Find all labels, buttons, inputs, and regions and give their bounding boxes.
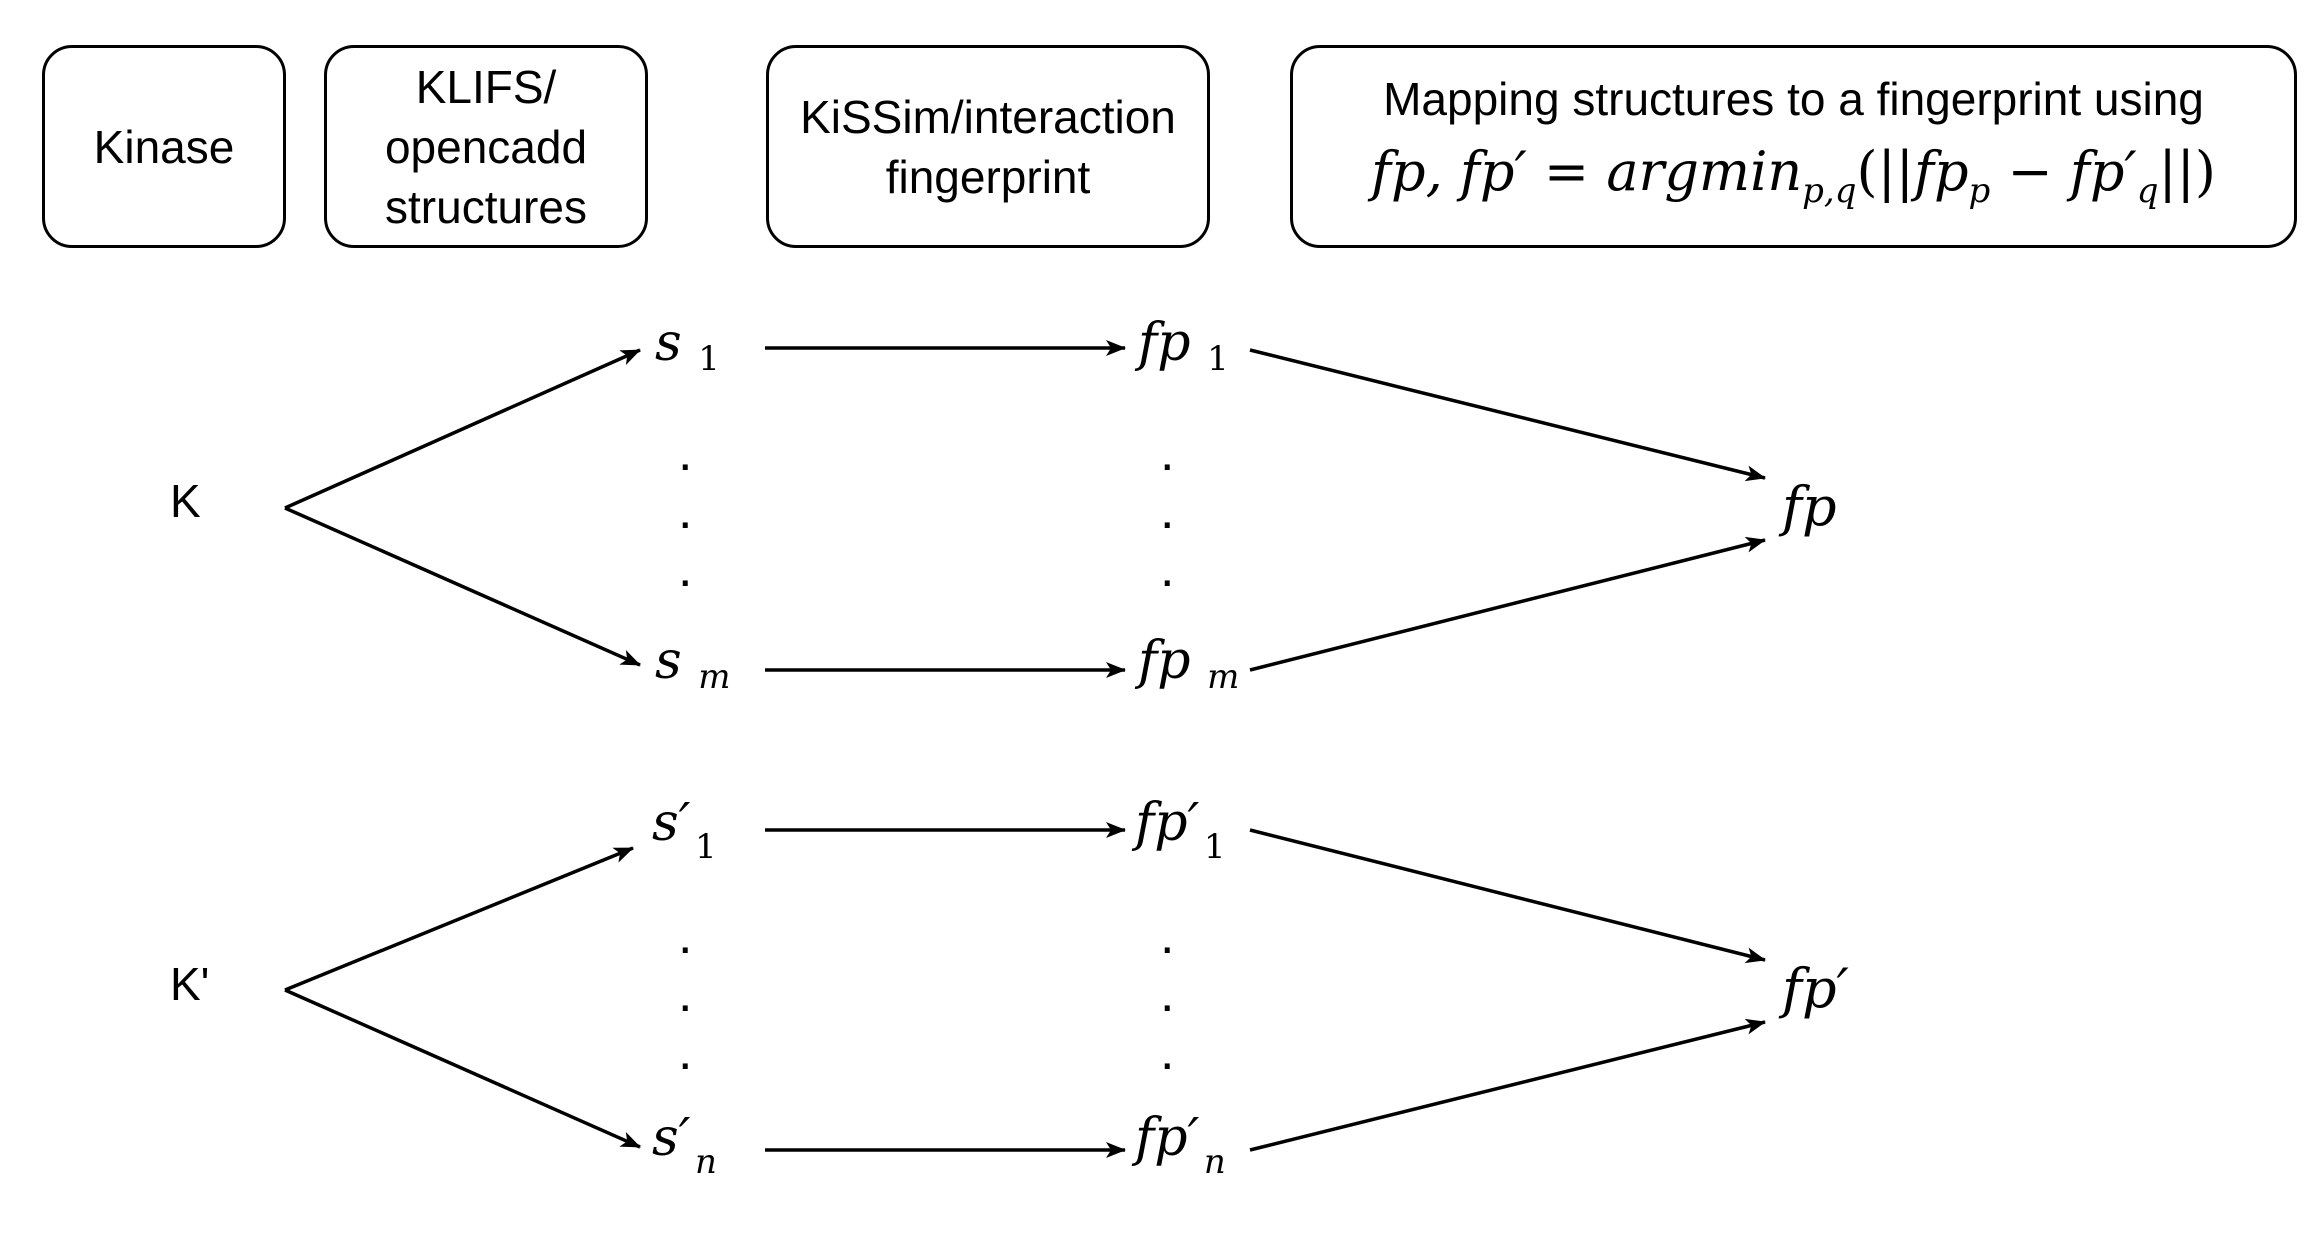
ellipsis-dot: . [1160,1023,1174,1081]
selected-fingerprint-fp-prime: fp′ [1778,957,1849,1020]
structure-sm-base: s [655,631,682,691]
fingerprint-fpm-sub: m [1207,657,1239,697]
fingerprint-ellipsis-b: . . . [1160,907,1174,1081]
fingerprint-fp1: fp 1 [1134,313,1229,379]
structure-s1-prime-base: s′ [652,793,691,853]
ellipsis-dot: . [1160,482,1174,540]
fingerprint-fpm: fp m [1134,631,1239,697]
selected-fingerprint-fp: fp [1778,475,1837,538]
fingerprint-fp1-prime-sub: 1 [1204,827,1226,867]
ellipsis-dot: . [678,424,692,482]
header-mapping: Mapping structures to a fingerprint usin… [1290,45,2297,248]
structure-s1-base: s [655,313,682,373]
svg-text:fp′ 1: fp′ 1 [1131,793,1226,867]
arrow-k-to-sm [284,506,641,667]
ellipsis-dot: . [678,965,692,1023]
svg-text:s′ 1: s′ 1 [652,793,717,867]
ellipsis-dot: . [678,907,692,965]
fingerprint-fp1-base: fp [1134,313,1191,373]
fingerprint-fpn-prime-base: fp′ [1131,1108,1200,1168]
structure-s1-sub: 1 [698,339,720,379]
svg-text:fp′ n: fp′ n [1131,1108,1226,1182]
structure-s1-prime-sub: 1 [695,827,717,867]
svg-text:s 1: s 1 [655,313,720,379]
arrow-fpm-to-fp [1249,536,1766,672]
arrow-fp1-to-fp [1249,348,1766,482]
header-kinase-line-1: Kinase [93,120,235,173]
ellipsis-dot: . [678,1023,692,1081]
structure-sn-prime-sub: n [695,1142,717,1182]
fingerprint-fpn-prime-sub: n [1204,1142,1226,1182]
structure-sm: s m [655,631,730,697]
kinase-k-label: K [170,475,201,527]
fingerprint-fp1-prime: fp′ 1 [1131,793,1226,867]
fingerprint-fp1-sub: 1 [1207,339,1229,379]
arrow-k-to-s1 [284,348,641,510]
kinase-k-prime-label: K' [170,958,209,1010]
svg-text:s′ n: s′ n [652,1108,717,1182]
header-mapping-text: Mapping structures to a fingerprint usin… [1383,73,2204,126]
header-kinase: Kinase [42,45,286,248]
structure-s1-prime: s′ 1 [652,793,717,867]
header-structures: KLIFS/ opencadd structures [324,45,648,248]
arrow-fpnprime-to-fpprime [1249,1018,1766,1152]
structure-sn-prime-base: s′ [652,1108,691,1168]
ellipsis-dot: . [1160,540,1174,598]
arrow-kprime-to-s1prime [284,846,634,992]
svg-text:fp 1: fp 1 [1134,313,1229,379]
structure-sm-sub: m [698,657,730,697]
structure-ellipsis-b: . . . [678,907,692,1081]
structure-s1: s 1 [655,313,720,379]
fingerprint-fpm-base: fp [1134,631,1191,691]
ellipsis-dot: . [678,540,692,598]
header-mapping-formula: fp, fp′ = argminp,q(||fpp − fp′q||) [1371,140,2216,211]
arrow-kprime-to-snprime [284,988,641,1149]
fingerprint-ellipsis-a: . . . [1160,424,1174,598]
structure-sn-prime: s′ n [652,1108,717,1182]
header-structures-line-1: KLIFS/ [415,60,557,113]
header-fingerprint-line-1: KiSSim/interaction [800,90,1176,143]
header-structures-line-2: opencadd [384,120,588,173]
ellipsis-dot: . [1160,424,1174,482]
ellipsis-dot: . [1160,965,1174,1023]
ellipsis-dot: . [678,482,692,540]
fingerprint-fpn-prime: fp′ n [1131,1108,1226,1182]
header-fingerprint-line-2: fingerprint [885,150,1091,203]
header-structures-line-3: structures [385,180,587,233]
ellipsis-dot: . [1160,907,1174,965]
structure-ellipsis-a: . . . [678,424,692,598]
fingerprint-fp1-prime-base: fp′ [1131,793,1200,853]
header-fingerprint: KiSSim/interaction fingerprint [766,45,1210,248]
svg-text:fp m: fp m [1134,631,1239,697]
arrow-fp1prime-to-fpprime [1249,828,1766,964]
svg-text:s m: s m [655,631,730,697]
